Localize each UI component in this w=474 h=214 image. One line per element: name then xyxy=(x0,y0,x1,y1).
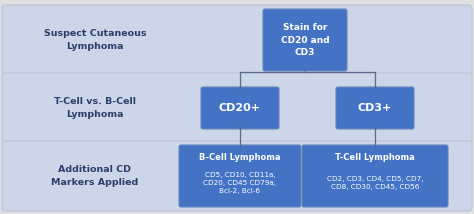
FancyBboxPatch shape xyxy=(2,5,472,75)
Text: CD2, CD3, CD4, CD5, CD7,
CD8, CD30, CD45, CD56: CD2, CD3, CD4, CD5, CD7, CD8, CD30, CD45… xyxy=(327,176,423,190)
FancyBboxPatch shape xyxy=(2,73,472,143)
Text: CD5, CD10, CD11a,
CD20, CD45 CD79a,
Bcl-2, Bcl-6: CD5, CD10, CD11a, CD20, CD45 CD79a, Bcl-… xyxy=(203,172,276,194)
FancyBboxPatch shape xyxy=(336,87,414,129)
FancyBboxPatch shape xyxy=(2,141,472,211)
FancyBboxPatch shape xyxy=(179,145,301,207)
Text: Suspect Cutaneous
Lymphoma: Suspect Cutaneous Lymphoma xyxy=(44,29,146,51)
Text: T-Cell Lymphoma: T-Cell Lymphoma xyxy=(335,153,415,162)
Text: CD20+: CD20+ xyxy=(219,103,261,113)
FancyBboxPatch shape xyxy=(302,145,448,207)
FancyBboxPatch shape xyxy=(263,9,347,71)
Text: Additional CD
Markers Applied: Additional CD Markers Applied xyxy=(51,165,138,187)
Text: B-Cell Lymphoma: B-Cell Lymphoma xyxy=(199,153,281,162)
Text: CD3+: CD3+ xyxy=(358,103,392,113)
Text: Stain for
CD20 and
CD3: Stain for CD20 and CD3 xyxy=(281,23,329,57)
Text: T-Cell vs. B-Cell
Lymphoma: T-Cell vs. B-Cell Lymphoma xyxy=(54,97,136,119)
FancyBboxPatch shape xyxy=(201,87,279,129)
